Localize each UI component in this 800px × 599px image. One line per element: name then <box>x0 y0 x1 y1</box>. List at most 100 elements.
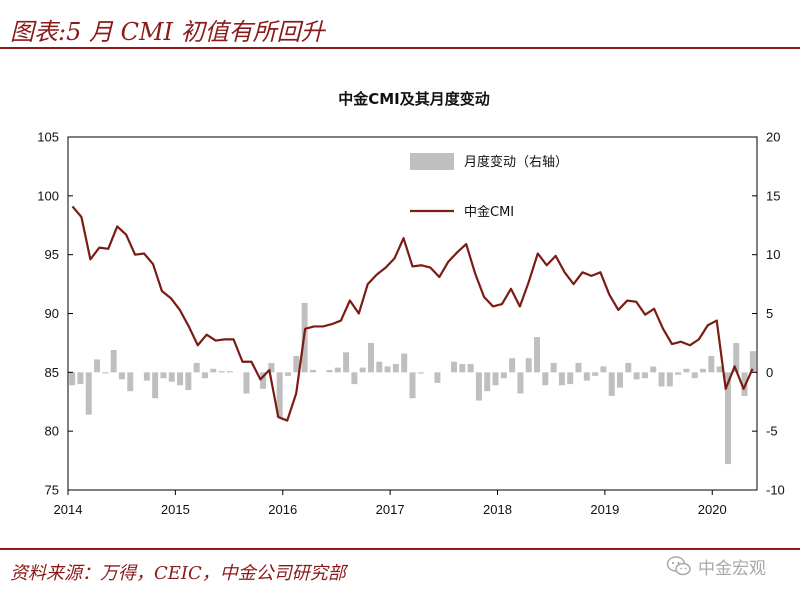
bar-mark <box>284 372 291 376</box>
bar-mark <box>733 342 740 373</box>
y-right-tick-label: 10 <box>766 247 780 262</box>
bar-mark <box>509 358 516 373</box>
bar-mark <box>210 368 217 373</box>
bar-mark <box>143 372 150 381</box>
bar-mark <box>268 362 275 373</box>
bar-mark <box>600 366 607 373</box>
x-tick-label: 2016 <box>268 502 297 517</box>
y-left-tick-label: 100 <box>37 188 59 203</box>
bar-mark <box>417 372 424 374</box>
chart-title: 中金CMI及其月度变动 <box>338 90 490 108</box>
bar-mark <box>392 364 399 373</box>
y-right-tick-label: -10 <box>766 483 785 498</box>
bar-mark <box>368 342 374 373</box>
bar-mark <box>575 362 582 373</box>
bar-mark <box>343 352 350 373</box>
bar-mark <box>592 372 599 376</box>
bar-mark <box>77 372 84 385</box>
bar-mark <box>633 372 640 380</box>
bar-mark <box>434 372 441 383</box>
bar-mark <box>102 372 109 374</box>
bar-mark <box>525 358 532 373</box>
bar-mark <box>542 372 549 386</box>
bar-mark <box>500 372 507 379</box>
bar-mark <box>650 366 657 373</box>
bar-mark <box>226 371 233 373</box>
bar-mark <box>384 366 391 373</box>
bar-mark <box>683 368 690 373</box>
bar-mark <box>675 372 682 375</box>
legend-line-label: 中金CMI <box>464 204 514 220</box>
y-left-tick-label: 95 <box>45 247 59 262</box>
bar-mark <box>484 372 491 392</box>
bar-mark <box>641 372 648 379</box>
x-tick-label: 2020 <box>698 502 727 517</box>
chart: 中金CMI及其月度变动 75 80 85 90 95 100 105 -10 -5 0 5 10 15 2… <box>37 90 785 518</box>
y-left-tick-label: 90 <box>45 306 59 321</box>
bar-mark <box>608 372 615 396</box>
bar-mark <box>708 355 715 373</box>
bar-mark <box>243 372 250 394</box>
bar-mark <box>359 367 366 373</box>
bar-mark <box>492 372 499 386</box>
bar-mark <box>201 372 208 379</box>
bar-mark <box>401 353 408 373</box>
bar-mark <box>218 371 225 373</box>
legend: 月度变动（右轴） 中金CMI <box>410 153 568 220</box>
bar-mark <box>716 366 723 373</box>
bar-mark <box>110 349 117 373</box>
x-tick-label: 2015 <box>161 502 190 517</box>
bar-mark <box>617 372 624 388</box>
bar-mark <box>700 368 707 373</box>
bar-series <box>69 302 756 465</box>
bar-mark <box>94 359 101 373</box>
bar-mark <box>309 369 316 373</box>
bar-mark <box>724 372 731 465</box>
bar-mark <box>118 372 125 380</box>
bar-mark <box>168 372 175 382</box>
bar-mark <box>152 372 159 399</box>
bar-mark <box>625 362 632 373</box>
legend-bar-label: 月度变动（右轴） <box>464 154 568 170</box>
bar-mark <box>69 372 76 386</box>
title-rule <box>0 47 800 49</box>
bar-mark <box>749 351 756 373</box>
wechat-icon <box>666 556 691 576</box>
bar-mark <box>467 364 474 373</box>
axes: 75 80 85 90 95 100 105 -10 -5 0 5 10 15 20 2014 2015 201… <box>37 130 785 518</box>
bar-mark <box>666 372 673 387</box>
bar-mark <box>583 372 590 381</box>
legend-bar-swatch <box>410 153 454 170</box>
bar-mark <box>550 362 557 373</box>
bar-mark <box>293 355 300 373</box>
bar-mark <box>185 372 192 390</box>
bar-mark <box>276 372 283 418</box>
bar-mark <box>475 372 482 401</box>
bar-mark <box>127 372 134 392</box>
y-right-tick-label: 5 <box>766 306 773 321</box>
y-left-tick-label: 105 <box>37 130 59 145</box>
bar-mark <box>658 372 665 387</box>
x-tick-label: 2017 <box>376 502 405 517</box>
y-left-tick-label: 75 <box>45 483 59 498</box>
bar-mark <box>160 372 167 379</box>
bar-mark <box>409 372 416 399</box>
bar-mark <box>334 367 341 373</box>
bar-mark <box>85 372 92 415</box>
bar-mark <box>534 337 541 373</box>
bar-mark <box>567 372 574 385</box>
footer-rule <box>0 548 800 550</box>
y-right-tick-label: 15 <box>766 188 780 203</box>
page-title: 图表:5 月 CMI 初值有所回升 <box>10 18 325 46</box>
y-left-tick-label: 80 <box>45 424 59 439</box>
x-tick-label: 2019 <box>590 502 619 517</box>
y-right-tick-label: 20 <box>766 130 780 145</box>
bar-mark <box>451 361 457 373</box>
x-tick-label: 2018 <box>483 502 512 517</box>
y-left-tick-label: 85 <box>45 365 59 380</box>
watermark: 中金宏观 <box>666 553 766 579</box>
plot-frame <box>67 136 758 491</box>
cmi-line <box>71 205 754 422</box>
source-note: 资料来源：万得，CEIC，中金公司研究部 <box>10 563 346 584</box>
